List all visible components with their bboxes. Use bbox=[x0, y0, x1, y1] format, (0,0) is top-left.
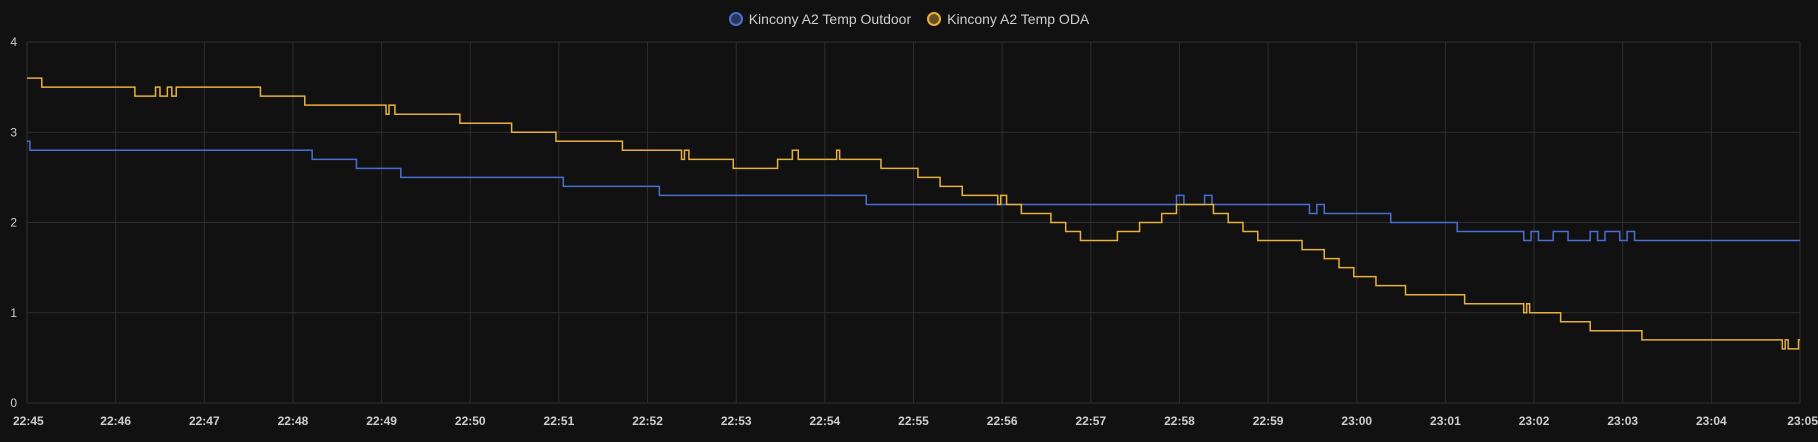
x-axis-ticks: 22:45 22:46 22:47 22:48 22:49 22:50 22:51 22:52… bbox=[13, 414, 1818, 428]
x-tick-label: 22:51 bbox=[544, 414, 575, 428]
y-tick-label: 0 bbox=[10, 396, 17, 410]
x-tick-label: 22:57 bbox=[1075, 414, 1106, 428]
legend-item-outdoor[interactable]: Kincony A2 Temp Outdoor bbox=[728, 11, 912, 27]
x-tick-label: 22:48 bbox=[278, 414, 309, 428]
y-tick-label: 2 bbox=[10, 216, 17, 230]
x-tick-label: 22:52 bbox=[632, 414, 663, 428]
x-tick-label: 23:02 bbox=[1519, 414, 1550, 428]
legend-label-outdoor: Kincony A2 Temp Outdoor bbox=[748, 11, 912, 27]
y-axis-ticks: 0 1 2 3 4 bbox=[10, 35, 17, 410]
x-tick-label: 22:53 bbox=[721, 414, 752, 428]
chart-legend: Kincony A2 Temp Outdoor Kincony A2 Temp … bbox=[0, 8, 1818, 30]
x-tick-label: 23:04 bbox=[1696, 414, 1727, 428]
y-tick-label: 4 bbox=[10, 35, 17, 49]
x-tick-label: 22:47 bbox=[189, 414, 220, 428]
x-tick-label: 22:59 bbox=[1253, 414, 1284, 428]
grid-layer bbox=[26, 41, 1801, 404]
series-line-oda[interactable] bbox=[27, 77, 1800, 350]
legend-swatch-oda bbox=[927, 12, 942, 26]
legend-swatch-outdoor bbox=[728, 12, 743, 26]
x-tick-label: 23:01 bbox=[1430, 414, 1461, 428]
legend-item-oda[interactable]: Kincony A2 Temp ODA bbox=[927, 11, 1089, 27]
x-tick-label: 22:55 bbox=[898, 414, 929, 428]
series-line-outdoor[interactable] bbox=[27, 140, 1800, 242]
x-tick-label: 22:45 bbox=[13, 414, 44, 428]
x-tick-label: 22:46 bbox=[100, 414, 131, 428]
y-tick-label: 3 bbox=[10, 125, 17, 139]
x-tick-label: 23:03 bbox=[1607, 414, 1638, 428]
y-tick-label: 1 bbox=[10, 306, 17, 320]
x-tick-label: 22:50 bbox=[455, 414, 486, 428]
x-tick-label: 23:00 bbox=[1341, 414, 1372, 428]
x-tick-label: 22:54 bbox=[809, 414, 840, 428]
x-tick-label: 22:56 bbox=[987, 414, 1018, 428]
legend-label-oda: Kincony A2 Temp ODA bbox=[947, 11, 1090, 27]
x-tick-label: 23:05 bbox=[1787, 414, 1818, 428]
x-tick-label: 22:58 bbox=[1164, 414, 1195, 428]
series-layer bbox=[27, 77, 1800, 350]
x-tick-label: 22:49 bbox=[366, 414, 397, 428]
